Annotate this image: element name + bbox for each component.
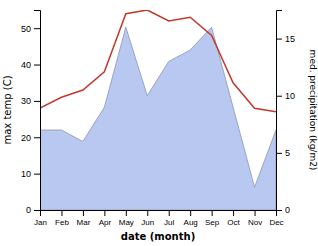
tick-mark: [34, 210, 40, 211]
tick-mark: [104, 210, 105, 216]
tick-mark: [276, 96, 282, 97]
tick: Mar: [77, 210, 91, 227]
axis-line: [277, 11, 283, 211]
tick-label: 5: [285, 148, 290, 158]
y2-axis-title: med. precipitation (kg/m2): [308, 50, 318, 171]
tick: Nov: [248, 210, 262, 227]
tick: Sep: [205, 210, 220, 227]
tick-mark: [34, 137, 40, 138]
tick: 10: [276, 91, 295, 101]
tick-label: 0: [26, 205, 31, 215]
tick: 30: [21, 96, 40, 106]
tick: 10: [21, 169, 40, 179]
tick-mark: [169, 210, 170, 216]
tick-mark: [276, 39, 282, 40]
chart: JanFebMarAprMayJunJulAugSepOctNovDec0102…: [0, 0, 318, 246]
precipitation-area: [40, 27, 276, 210]
tick-mark: [34, 174, 40, 175]
tick-mark: [255, 210, 256, 216]
tick: Dec: [269, 210, 283, 227]
tick-label: Apr: [99, 218, 112, 227]
tick: Jan: [34, 210, 47, 227]
tick-label: Aug: [184, 218, 198, 227]
tick-mark: [126, 210, 127, 216]
temperature-line: [40, 10, 276, 112]
tick: Jun: [141, 210, 154, 227]
plot: JanFebMarAprMayJunJulAugSepOctNovDec0102…: [21, 10, 295, 227]
tick: 40: [21, 60, 40, 70]
tick-mark: [190, 210, 191, 216]
tick: 0: [26, 205, 40, 215]
y2-axis: 0 5 10 15: [276, 11, 295, 216]
tick: Feb: [55, 210, 69, 227]
tick-label: Nov: [248, 218, 262, 227]
tick-label: Sep: [205, 218, 220, 227]
tick: 50: [21, 24, 40, 34]
tick-label: 10: [21, 169, 31, 179]
tick-label: Dec: [269, 218, 283, 227]
tick: May: [119, 210, 134, 227]
x-axis-title: date (month): [121, 231, 195, 242]
tick: 15: [276, 34, 295, 44]
tick-label: Jun: [141, 218, 154, 227]
tick-mark: [34, 101, 40, 102]
tick: Apr: [99, 210, 112, 227]
tick: Oct: [227, 210, 240, 227]
tick: 20: [21, 133, 40, 143]
tick-label: Feb: [55, 218, 69, 227]
marks: [40, 10, 276, 210]
tick-mark: [276, 210, 282, 211]
tick-mark: [61, 210, 62, 216]
tick-mark: [34, 65, 40, 66]
tick-label: Jul: [164, 218, 174, 227]
tick-label: Mar: [77, 218, 91, 227]
tick-label: 15: [285, 34, 295, 44]
tick-mark: [83, 210, 84, 216]
tick-mark: [147, 210, 148, 216]
tick-mark: [34, 28, 40, 29]
tick-label: 0: [285, 205, 290, 215]
tick-label: 20: [21, 133, 31, 143]
tick-label: Oct: [227, 218, 240, 227]
axis-line: [41, 211, 277, 217]
y-axis-title: max temp (C): [2, 75, 13, 144]
tick-label: Jan: [34, 218, 47, 227]
axis-line: [34, 11, 41, 211]
tick-label: 40: [21, 60, 31, 70]
tick-label: 30: [21, 96, 31, 106]
tick: Jul: [164, 210, 174, 227]
tick-label: 10: [285, 91, 295, 101]
x-axis: Jan Feb Mar Apr May Jun Jul Aug Sep Oct Nov Dec: [34, 210, 284, 227]
tick-mark: [233, 210, 234, 216]
tick-mark: [276, 153, 282, 154]
tick: Aug: [184, 210, 198, 227]
tick-label: May: [119, 218, 134, 227]
tick: 0: [276, 205, 290, 215]
tick-mark: [212, 210, 213, 216]
tick: 5: [276, 148, 290, 158]
tick-label: 50: [21, 24, 31, 34]
y-axis: 0 10 20 30 40 50: [21, 11, 41, 216]
